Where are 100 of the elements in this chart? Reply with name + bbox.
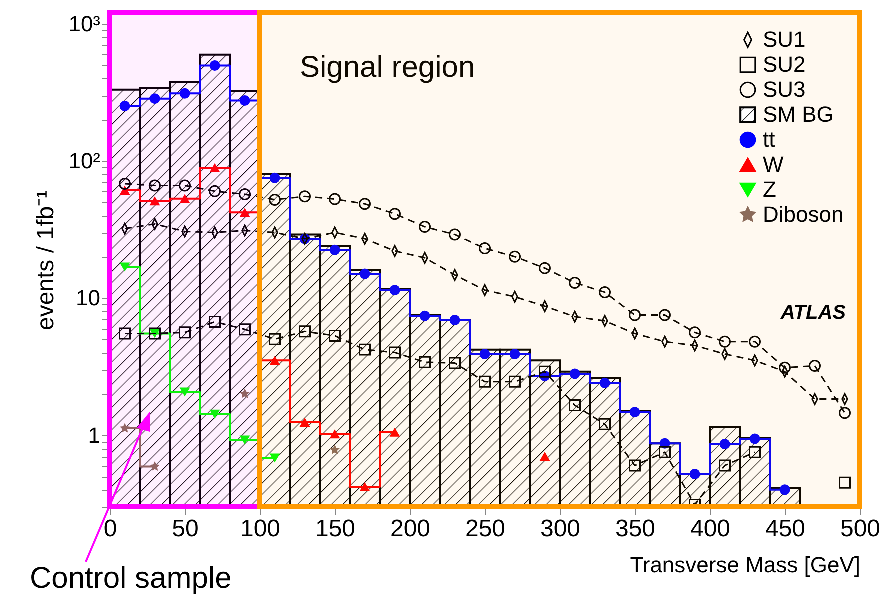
point	[510, 348, 520, 360]
legend-label: Z	[763, 177, 776, 202]
point	[390, 428, 400, 437]
y-axis-title: events / 1fb⁻¹	[32, 190, 60, 331]
point	[209, 185, 221, 198]
point	[389, 208, 401, 220]
y-tick-label: 1	[88, 422, 100, 448]
band-label: Control sample	[30, 562, 232, 595]
x-tick-label: 0	[104, 516, 118, 542]
point	[480, 348, 490, 360]
x-tick-label: 350	[615, 516, 656, 542]
point	[749, 336, 761, 348]
point	[509, 376, 521, 388]
point	[120, 100, 130, 112]
point	[120, 423, 130, 433]
point	[299, 326, 311, 338]
point	[269, 194, 281, 206]
point	[509, 250, 521, 263]
point	[239, 324, 251, 336]
point	[839, 476, 851, 489]
point	[180, 194, 190, 204]
x-tick-label: 100	[240, 516, 281, 542]
x-axis-title: Transverse Mass [GeV]	[630, 552, 860, 578]
point	[269, 333, 281, 346]
point	[329, 193, 341, 206]
point	[839, 407, 851, 420]
band-label: Signal region	[300, 51, 476, 84]
point	[629, 309, 641, 322]
point	[270, 454, 280, 463]
point	[210, 410, 220, 419]
point	[360, 482, 370, 492]
point	[180, 388, 190, 397]
point	[240, 388, 250, 398]
x-tick-label: 50	[172, 516, 199, 542]
point	[150, 196, 160, 206]
point	[720, 439, 730, 450]
point	[179, 326, 191, 339]
point	[449, 228, 461, 241]
legend-label: SU2	[763, 52, 806, 77]
point	[719, 460, 731, 472]
point	[270, 356, 280, 366]
point	[359, 344, 371, 356]
x-tick-label: 150	[315, 516, 356, 542]
legend-label: SU1	[763, 27, 806, 52]
point	[149, 180, 161, 192]
legend-label: tt	[763, 127, 776, 152]
point	[719, 336, 731, 348]
point	[390, 285, 400, 296]
point	[780, 484, 790, 496]
point	[599, 286, 611, 298]
point	[479, 242, 491, 255]
point	[330, 244, 340, 256]
point	[690, 469, 700, 480]
point	[540, 452, 550, 462]
x-tick-label: 500	[840, 516, 881, 542]
x-tick-label: 250	[465, 516, 506, 542]
point	[689, 326, 701, 339]
point	[119, 178, 131, 190]
point	[479, 376, 491, 388]
point	[240, 96, 250, 106]
point	[420, 310, 430, 322]
point	[210, 60, 220, 71]
point	[539, 262, 551, 274]
point	[629, 460, 641, 472]
point	[419, 221, 431, 234]
point	[179, 180, 191, 192]
point	[150, 461, 160, 471]
point	[359, 198, 371, 210]
point	[329, 330, 341, 342]
legend-label: SM BG	[763, 102, 834, 127]
point	[240, 208, 250, 218]
x-tick-label: 450	[765, 516, 806, 542]
y-tick-label: 10	[76, 286, 100, 311]
point	[330, 444, 340, 454]
legend-label: SU3	[763, 77, 806, 102]
legend-label: W	[763, 152, 784, 177]
point	[570, 368, 580, 380]
point	[569, 399, 581, 412]
x-tick-label: 400	[690, 516, 731, 542]
point	[330, 430, 340, 439]
point	[120, 262, 130, 272]
point	[210, 163, 220, 172]
point	[270, 172, 280, 184]
y-tick-label: 10³	[68, 11, 100, 36]
point	[209, 316, 221, 328]
point	[150, 94, 160, 104]
y-tick-label: 10²	[68, 148, 100, 174]
point	[449, 357, 461, 370]
legend-label: Diboson	[763, 202, 844, 227]
point	[600, 378, 610, 388]
point	[750, 434, 760, 444]
point	[659, 446, 671, 458]
point	[299, 190, 311, 203]
point	[779, 362, 791, 374]
point	[749, 446, 761, 458]
point	[119, 328, 131, 340]
point	[240, 436, 250, 445]
annotation: ATLAS	[780, 302, 847, 324]
point	[569, 276, 581, 289]
point	[809, 360, 821, 372]
